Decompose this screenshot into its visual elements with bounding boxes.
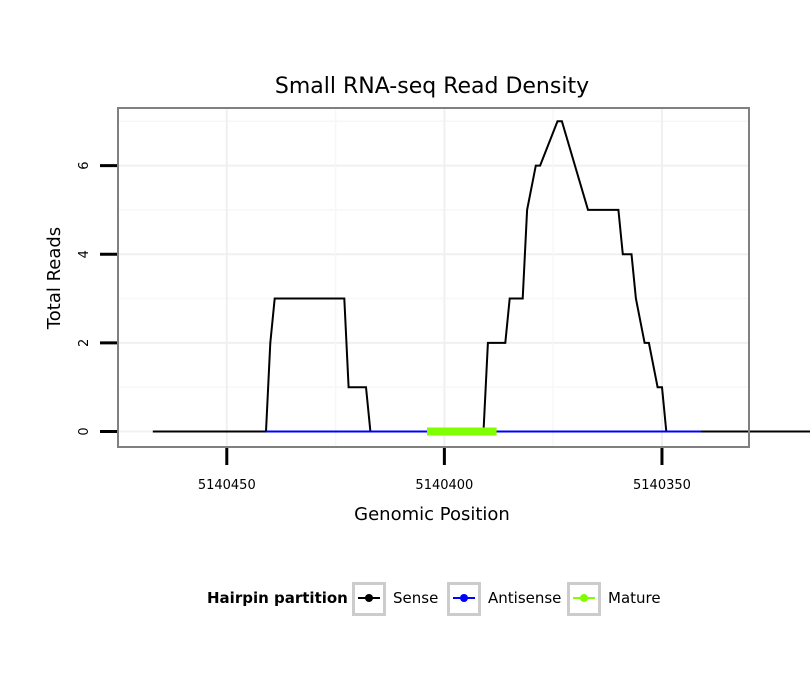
- legend-key-point: [365, 594, 373, 602]
- legend-key-point: [580, 594, 588, 602]
- legend-key-point: [460, 594, 468, 602]
- x-tick-label: 5140400: [415, 478, 473, 493]
- legend-title: Hairpin partition: [207, 589, 348, 607]
- series-layer: [152, 120, 810, 436]
- y-tick-label: 4: [77, 250, 92, 258]
- x-tick-label: 5140350: [633, 478, 691, 493]
- legend: Hairpin partition Sense Antisense Mature: [207, 582, 661, 616]
- legend-item-sense: Sense: [352, 582, 438, 616]
- chart-title: Small RNA-seq Read Density: [275, 74, 589, 99]
- plot-area-background: [118, 108, 749, 447]
- legend-label: Sense: [393, 589, 438, 607]
- legend-label: Mature: [608, 589, 661, 607]
- legend-item-antisense: Antisense: [447, 582, 561, 616]
- y-axis: 0 2 4 6: [77, 161, 117, 436]
- y-tick-label: 0: [77, 427, 92, 435]
- x-axis: 5140450 5140400 5140350: [198, 448, 691, 493]
- y-tick-label: 2: [77, 339, 92, 347]
- y-tick-label: 6: [77, 161, 92, 169]
- legend-label: Antisense: [488, 589, 561, 607]
- x-tick-label: 5140450: [198, 478, 256, 493]
- plot-border: [117, 107, 750, 448]
- legend-item-mature: Mature: [567, 582, 661, 616]
- x-axis-title: Genomic Position: [354, 504, 510, 525]
- y-axis-title: Total Reads: [44, 227, 65, 330]
